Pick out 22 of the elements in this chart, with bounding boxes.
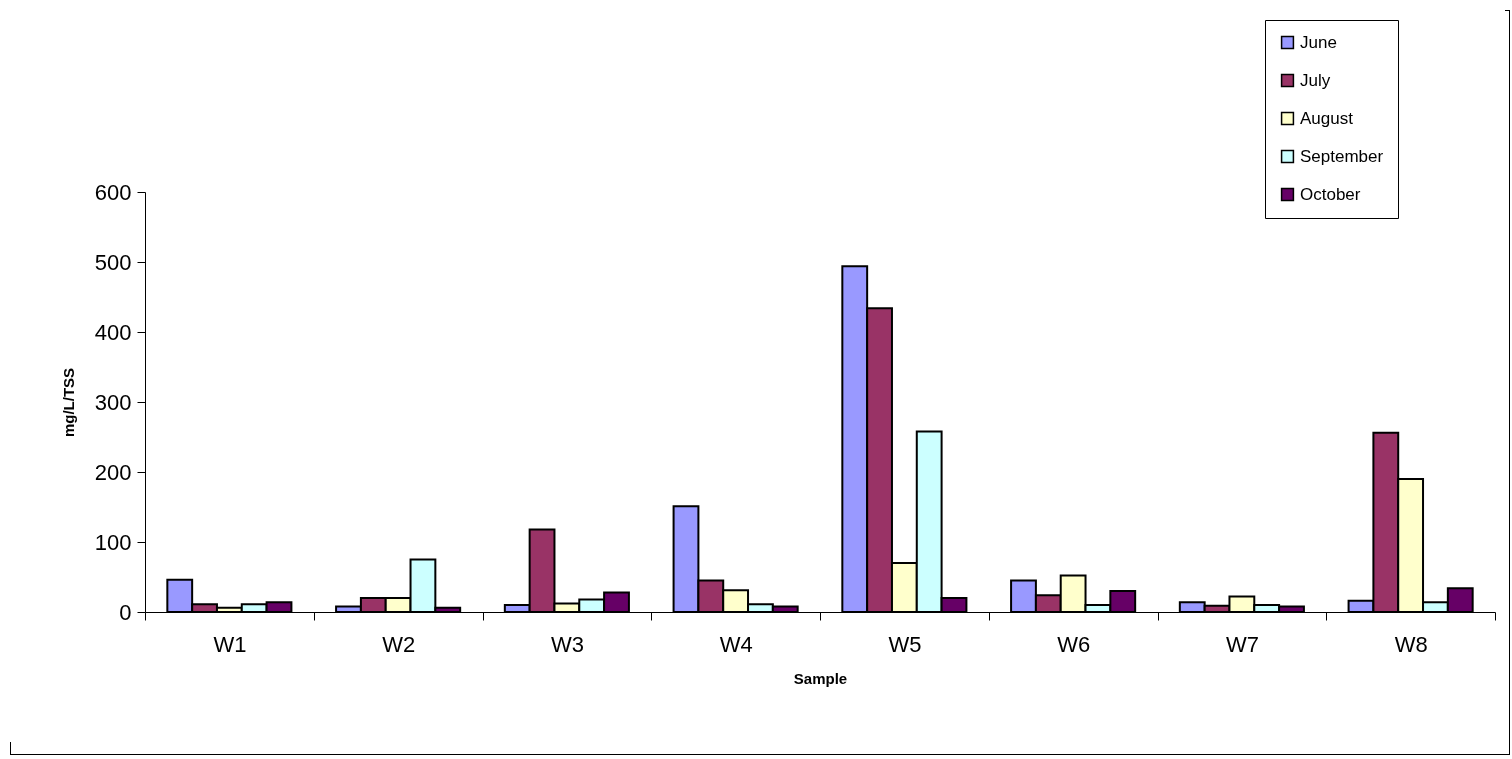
y-axis-title: mg/L/TSS [59,367,77,438]
y-tick-label: 300 [94,389,132,415]
x-tick-label: W3 [550,631,584,657]
x-tick-label: W2 [382,631,416,657]
y-tick-label: 0 [119,599,132,625]
x-tick-label: W1 [213,631,247,657]
x-tick-label: W4 [719,631,753,657]
legend-label: October [1300,184,1361,204]
x-tick-label: W7 [1225,631,1259,657]
x-tick-label: W8 [1394,631,1428,657]
x-axis-title: Sample [793,669,848,687]
y-tick-label: 100 [94,529,132,555]
legend-label: July [1300,70,1331,90]
y-tick-label: 200 [94,459,132,485]
legend-label: June [1300,32,1337,52]
x-tick-label: W5 [888,631,922,657]
legend-label: September [1300,146,1384,166]
y-tick-label: 500 [94,249,132,275]
y-tick-label: 400 [94,319,132,345]
x-tick-label: W6 [1057,631,1091,657]
legend-label: August [1300,108,1354,128]
y-tick-label: 600 [94,179,132,205]
